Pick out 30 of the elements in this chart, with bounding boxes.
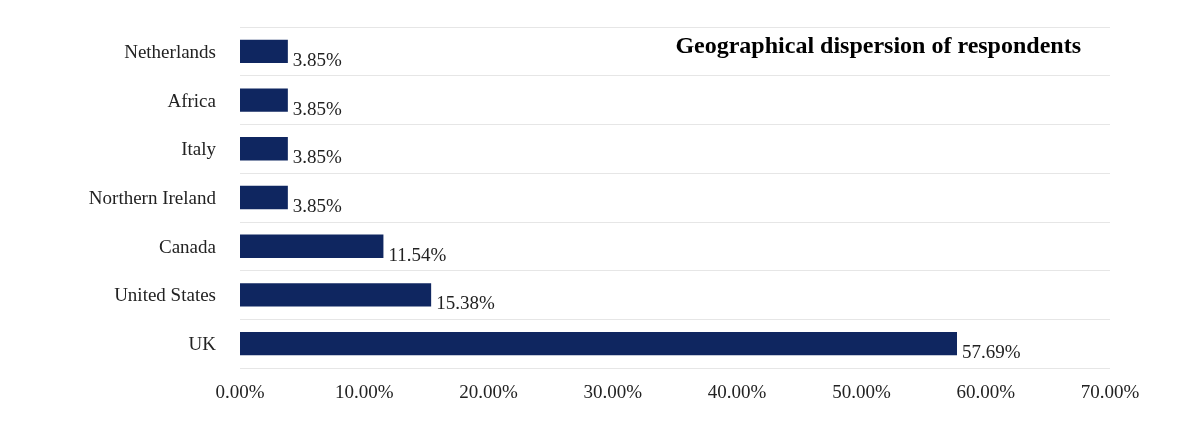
x-tick-label: 30.00% [583, 381, 643, 402]
data-label: 3.85% [292, 195, 343, 216]
y-tick-label: Africa [167, 89, 217, 111]
data-label: 3.85% [292, 48, 343, 70]
data-label: 3.85% [292, 146, 343, 168]
bar [240, 185, 288, 210]
x-tick-label: 50.00% [832, 381, 891, 402]
bar [240, 39, 288, 64]
bar [240, 137, 288, 161]
x-tick-label: 60.00% [956, 381, 1016, 402]
bar [240, 234, 384, 258]
x-tick-label: 10.00% [335, 381, 394, 402]
y-tick-label: Canada [159, 235, 217, 257]
data-label: 3.85% [292, 97, 343, 119]
chart-title: Geographical dispersion of respondents [675, 32, 1082, 58]
bar [240, 331, 957, 356]
x-tick-label: 0.00% [215, 381, 265, 402]
x-tick-label: 20.00% [459, 381, 519, 402]
data-label: 15.38% [436, 292, 495, 314]
bar [240, 283, 432, 307]
x-tick-label: 70.00% [1080, 381, 1140, 402]
y-tick-label: United States [114, 284, 216, 306]
y-tick-label: Italy [181, 138, 217, 160]
data-label: 57.69% [962, 341, 1021, 363]
x-tick-label: 40.00% [707, 381, 767, 402]
y-tick-label: UK [188, 333, 217, 355]
y-tick-label: Northern Ireland [88, 187, 217, 208]
bar [240, 88, 288, 112]
data-label: 11.54% [388, 243, 447, 265]
y-tick-label: Netherlands [124, 40, 216, 62]
